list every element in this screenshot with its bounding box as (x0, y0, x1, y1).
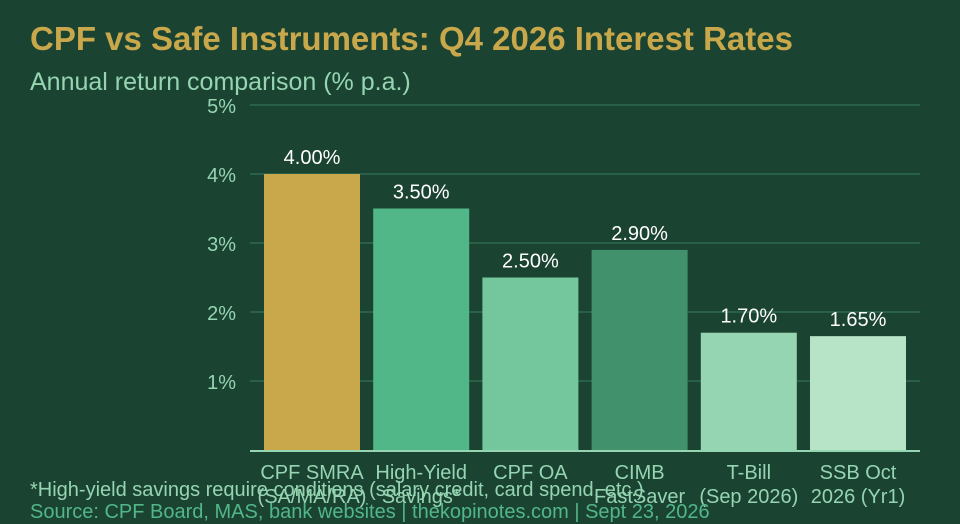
bar (482, 277, 579, 450)
bar (591, 249, 688, 450)
data-label: 1.65% (830, 309, 887, 331)
x-tick-label: CPF OA (493, 462, 568, 484)
y-tick-label: 3% (207, 234, 236, 256)
y-tick-label: 5% (207, 96, 236, 118)
chart-title: CPF vs Safe Instruments: Q4 2026 Interes… (30, 20, 793, 57)
x-tick-label: 2026 (Yr1) (811, 486, 906, 508)
x-tick-label: FastSaver (594, 486, 685, 508)
x-tick-label: Savings* (382, 486, 461, 508)
y-tick-label: 1% (207, 372, 236, 394)
bar (373, 208, 470, 450)
x-tick-label: (SA/MA/RA) (258, 486, 367, 508)
x-tick-label: High-Yield (375, 462, 467, 484)
y-tick-label: 4% (207, 165, 236, 187)
x-tick-label: CPF SMRA (260, 462, 364, 484)
x-tick-label: (Sep 2026) (699, 486, 798, 508)
data-label: 2.90% (611, 223, 668, 245)
y-tick-label: 2% (207, 303, 236, 325)
bar (264, 174, 360, 450)
x-tick-label: SSB Oct (820, 462, 897, 484)
data-label: 4.00% (284, 147, 341, 169)
bar (810, 336, 906, 450)
data-label: 2.50% (502, 251, 559, 273)
chart-subtitle: Annual return comparison (% p.a.) (30, 68, 411, 96)
data-label: 1.70% (720, 306, 777, 328)
x-tick-label: T-Bill (727, 462, 771, 484)
source-line: Source: CPF Board, MAS, bank websites | … (30, 501, 710, 523)
x-tick-label: CIMB (615, 462, 665, 484)
data-label: 3.50% (393, 182, 450, 204)
bar (700, 332, 797, 450)
footnote: *High-yield savings require conditions (… (30, 479, 644, 501)
